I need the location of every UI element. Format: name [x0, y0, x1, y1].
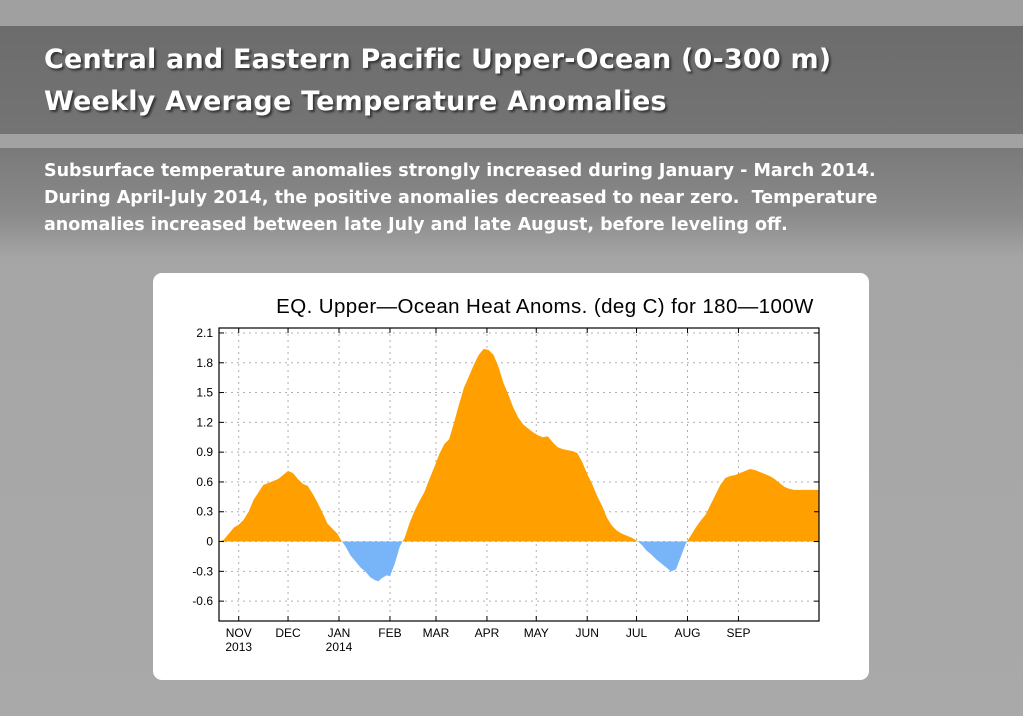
y-tick-label: 0.3	[196, 505, 213, 519]
x-tick-label: APR	[475, 626, 500, 640]
x-tick-label: JUL	[626, 626, 648, 640]
x-tick-label: NOV	[226, 626, 252, 640]
x-tick-label: SEP	[726, 626, 750, 640]
chart: EQ. Upper—Ocean Heat Anoms. (deg C) for …	[192, 295, 820, 654]
x-tick-label: JAN	[328, 626, 351, 640]
y-tick-label: 2.1	[196, 326, 213, 340]
y-tick-label: 1.5	[196, 386, 213, 400]
x-tick-label: JUN	[576, 626, 599, 640]
body-text-line-1: Subsurface temperature anomalies strongl…	[44, 161, 876, 181]
chart-area-fill	[219, 348, 819, 582]
chart-card: EQ. Upper—Ocean Heat Anoms. (deg C) for …	[153, 273, 869, 680]
y-tick-label: 0.9	[196, 445, 213, 459]
chart-title: EQ. Upper—Ocean Heat Anoms. (deg C) for …	[276, 295, 814, 318]
x-tick-label: MAY	[524, 626, 549, 640]
x-tick-label: FEB	[378, 626, 401, 640]
top-strip	[0, 0, 1023, 26]
x-tick-sublabel: 2013	[225, 640, 252, 654]
y-tick-label: 0	[206, 535, 213, 549]
negative-anomaly-area	[219, 541, 819, 582]
body-band	[0, 148, 1023, 258]
y-tick-label: 0.6	[196, 475, 213, 489]
y-axis: 2.1 1.8 1.5 1.2 0.9 0.6 0.3 0 -0.3 -0.6	[192, 326, 819, 608]
y-tick-label: -0.6	[192, 594, 213, 608]
x-tick-label: MAR	[423, 626, 450, 640]
positive-anomaly-area	[219, 348, 819, 542]
y-tick-label: -0.3	[192, 564, 213, 578]
plot-frame	[218, 327, 820, 622]
x-tick-sublabel: 2014	[326, 640, 353, 654]
separator-band	[0, 134, 1023, 148]
x-tick-label: AUG	[674, 626, 700, 640]
slide-title-line-2: Weekly Average Temperature Anomalies	[44, 86, 667, 117]
title-band	[0, 26, 1023, 134]
y-tick-label: 1.8	[196, 356, 213, 370]
body-text-line-3: anomalies increased between late July an…	[44, 215, 788, 235]
slide-title-line-1: Central and Eastern Pacific Upper-Ocean …	[44, 44, 832, 75]
x-tick-label: DEC	[275, 626, 301, 640]
y-tick-label: 1.2	[196, 415, 213, 429]
body-text-line-2: During April-July 2014, the positive ano…	[44, 188, 878, 208]
